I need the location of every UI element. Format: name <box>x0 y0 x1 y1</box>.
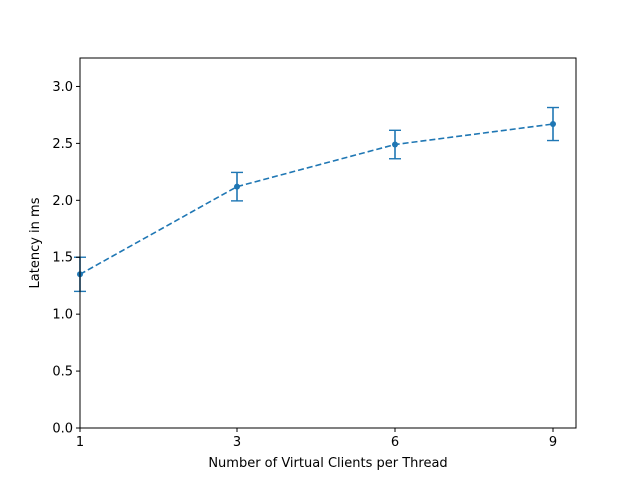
data-point <box>392 141 398 148</box>
y-tick-label: 0.0 <box>52 422 73 437</box>
y-tick-label: 1.0 <box>52 308 73 323</box>
y-axis-label: Latency in ms <box>28 197 43 288</box>
x-tick-label: 9 <box>549 435 557 450</box>
data-point <box>234 183 240 190</box>
series-line <box>79 123 554 276</box>
y-tick-label: 2.5 <box>52 137 73 152</box>
plot-area <box>74 106 559 293</box>
x-tick-label: 6 <box>391 435 399 450</box>
y-tick-label: 1.5 <box>52 251 73 266</box>
data-point <box>550 121 556 128</box>
y-axis-ticks: 0.0 0.5 1.0 1.5 2.0 2.5 3.0 <box>52 80 80 437</box>
x-axis-label: Number of Virtual Clients per Thread <box>208 456 447 471</box>
x-axis-ticks: 1 3 6 9 <box>76 428 557 450</box>
axes-frame <box>79 57 577 429</box>
x-tick-label: 1 <box>76 435 84 450</box>
y-tick-label: 2.0 <box>52 194 73 209</box>
y-tick-label: 0.5 <box>52 365 73 380</box>
x-tick-label: 3 <box>233 435 241 450</box>
y-tick-label: 3.0 <box>52 80 73 95</box>
